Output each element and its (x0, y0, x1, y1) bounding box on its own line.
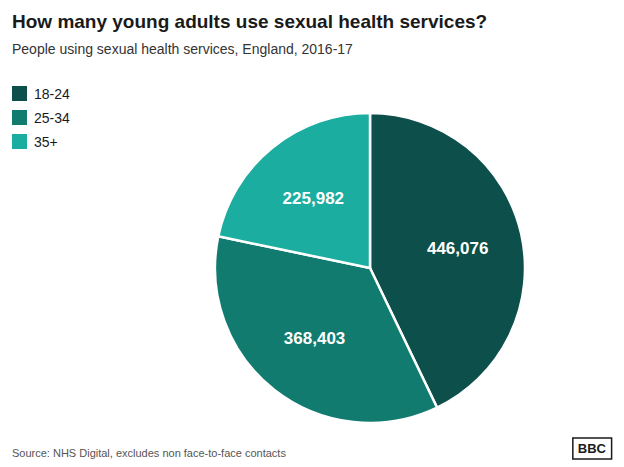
legend-label: 18-24 (34, 86, 70, 102)
source: Source: NHS Digital, excludes non face-t… (12, 447, 286, 459)
data-label: 446,076 (427, 239, 488, 258)
legend-item: 35+ (12, 134, 58, 150)
data-label: 225,982 (283, 189, 344, 208)
data-labels: 446,076 368,403 225,982 (283, 189, 489, 349)
legend-label: 25-34 (34, 110, 70, 126)
data-label: 368,403 (284, 329, 345, 348)
logo-box (573, 438, 612, 459)
logo-text: BBC (578, 441, 607, 456)
legend-item: 18-24 (12, 86, 70, 102)
subtitle: People using sexual health services, Eng… (12, 41, 353, 57)
legend-item: 25-34 (12, 110, 70, 126)
pie (215, 113, 525, 423)
legend-swatch (12, 86, 27, 101)
title: How many young adults use sexual health … (12, 11, 487, 32)
legend-swatch (12, 134, 27, 149)
pie-slice (215, 236, 437, 423)
legend-swatch (12, 110, 27, 125)
logo: BBC (573, 438, 612, 459)
legend-label: 35+ (34, 134, 58, 150)
legend: 18-24 25-34 35+ (12, 86, 70, 150)
pie-slice (218, 113, 370, 268)
chart: How many young adults use sexual health … (0, 0, 624, 467)
